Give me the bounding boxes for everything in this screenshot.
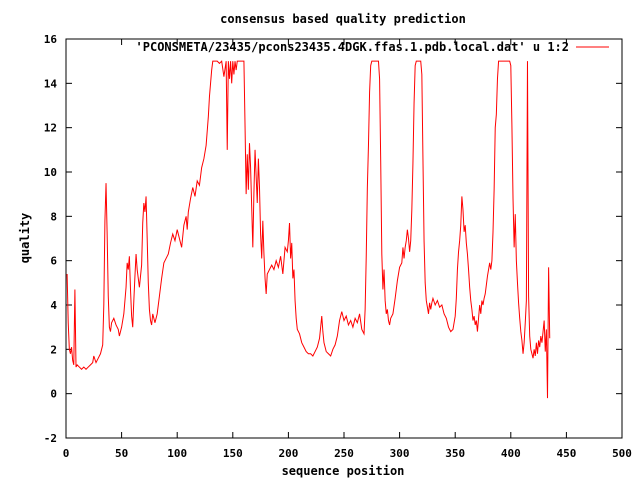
x-tick-label: 500 [612, 447, 632, 460]
x-tick-label: 50 [115, 447, 128, 460]
x-tick-label: 400 [501, 447, 521, 460]
x-tick-label: 350 [445, 447, 465, 460]
x-tick-label: 300 [390, 447, 410, 460]
x-axis-label: sequence position [282, 464, 405, 478]
y-axis-label: quality [18, 213, 32, 264]
x-tick-label: 200 [278, 447, 298, 460]
legend: 'PCONSMETA/23435/pcons23435.4DGK.ffas.1.… [136, 40, 609, 54]
x-tick-label: 0 [63, 447, 70, 460]
series-line [66, 60, 551, 399]
legend-label: 'PCONSMETA/23435/pcons23435.4DGK.ffas.1.… [136, 40, 569, 54]
y-tick-label: 14 [44, 77, 58, 90]
x-tick-label: 450 [556, 447, 576, 460]
y-tick-label: 10 [44, 166, 57, 179]
series-layer [66, 60, 551, 399]
y-tick-label: 6 [50, 255, 57, 268]
chart-title: consensus based quality prediction [220, 12, 466, 26]
y-tick-label: 2 [50, 343, 57, 356]
y-tick-label: 8 [50, 210, 57, 223]
y-tick-label: 0 [50, 388, 57, 401]
y-tick-label: 16 [44, 33, 58, 46]
y-tick-label: 12 [44, 122, 57, 135]
x-tick-label: 150 [223, 447, 243, 460]
y-tick-label: 4 [50, 299, 57, 312]
y-tick-label: -2 [44, 432, 57, 445]
x-axis-ticks: 0 50 100 150 200 250 300 350 400 450 500 [63, 39, 632, 460]
y-axis-ticks: -2 0 2 4 6 8 10 12 14 16 [44, 33, 622, 445]
x-tick-label: 250 [334, 447, 354, 460]
x-tick-label: 100 [167, 447, 187, 460]
